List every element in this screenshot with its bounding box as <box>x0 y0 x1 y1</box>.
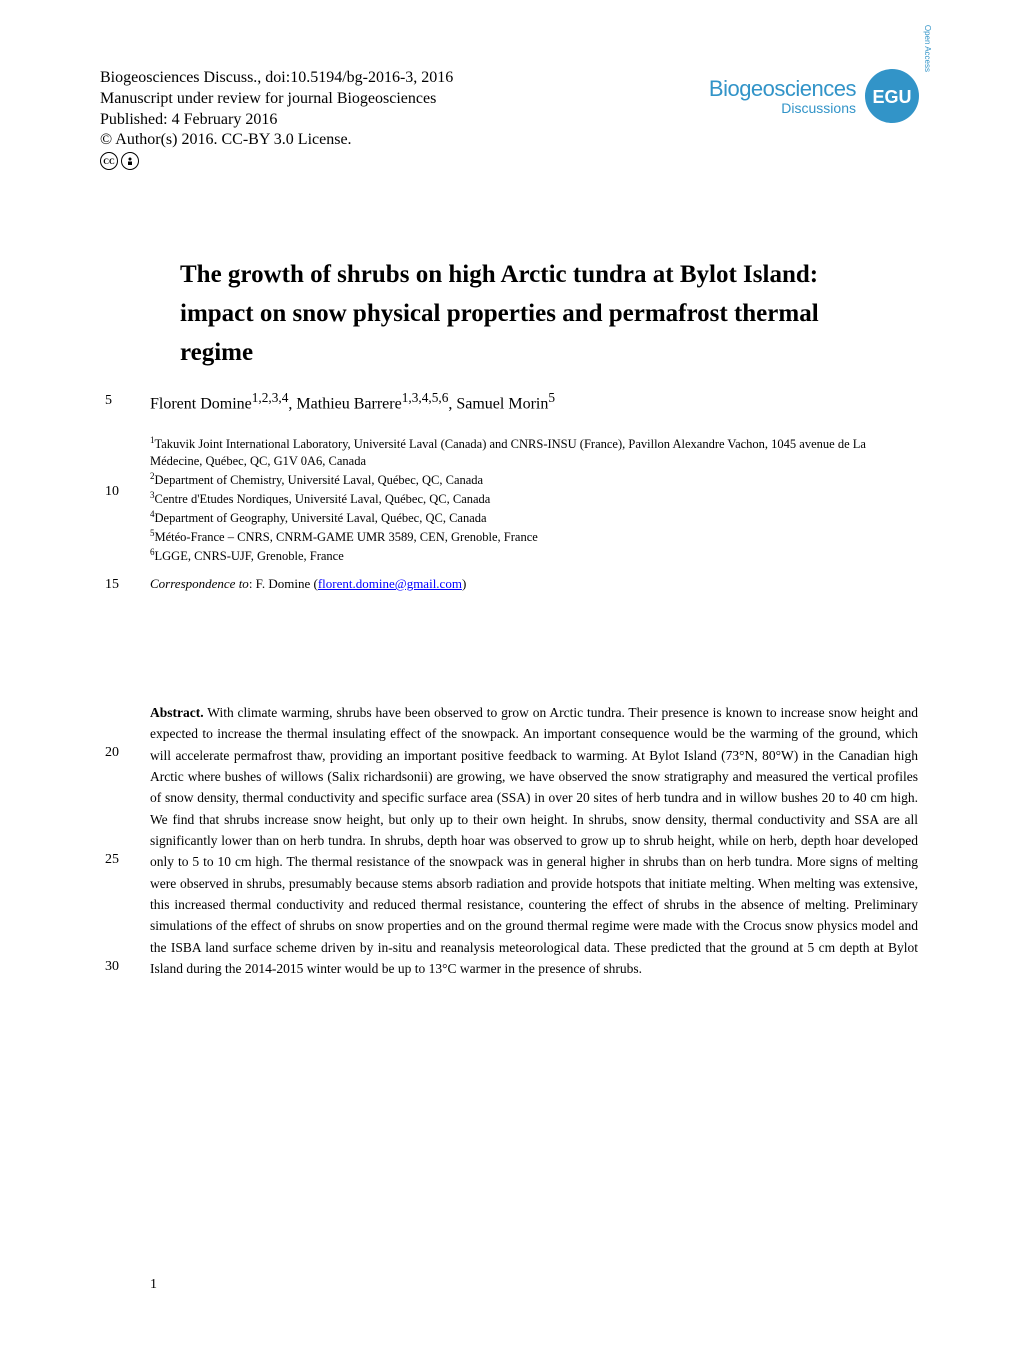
abstract-text: With climate warming, shrubs have been o… <box>150 705 918 976</box>
author-1: Florent Domine <box>150 395 252 412</box>
affiliation-6: 6LGGE, CNRS-UJF, Grenoble, France <box>150 546 920 565</box>
affiliation-3: 3Centre d'Etudes Nordiques, Université L… <box>150 489 920 508</box>
journal-name: Biogeosciences <box>709 76 856 102</box>
correspondence-email-link[interactable]: florent.domine@gmail.com <box>318 576 462 591</box>
line-number-15: 15 <box>105 577 119 593</box>
egu-acronym: EGU <box>872 87 911 107</box>
header-section: Biogeosciences Discuss., doi:10.5194/bg-… <box>100 68 920 151</box>
page-number: 1 <box>150 1277 157 1293</box>
correspondence-section: Correspondence to: F. Domine (florent.do… <box>150 576 466 592</box>
affiliation-5: 5Météo-France – CNRS, CNRM-GAME UMR 3589… <box>150 527 920 546</box>
by-icon <box>121 152 139 170</box>
affiliation-2: 2Department of Chemistry, Université Lav… <box>150 470 920 489</box>
correspondence-close: ) <box>462 576 466 591</box>
line-number-30: 30 <box>105 959 119 975</box>
affiliation-4: 4Department of Geography, Université Lav… <box>150 508 920 527</box>
author-3: , Samuel Morin <box>448 395 548 412</box>
correspondence-label: Correspondence to <box>150 576 249 591</box>
author-3-affiliations: 5 <box>548 390 555 405</box>
authors-section: Florent Domine1,2,3,4, Mathieu Barrere1,… <box>150 390 880 413</box>
cc-icon: CC <box>100 152 118 170</box>
affiliation-1: 1Takuvik Joint International Laboratory,… <box>150 434 920 470</box>
line-number-5: 5 <box>105 393 112 409</box>
license-icons: CC <box>100 152 139 170</box>
author-2-affiliations: 1,3,4,5,6 <box>402 390 449 405</box>
abstract-label: Abstract. <box>150 705 204 720</box>
line-number-20: 20 <box>105 745 119 761</box>
title-section: The growth of shrubs on high Arctic tund… <box>180 256 880 372</box>
line-number-25: 25 <box>105 852 119 868</box>
paper-title: The growth of shrubs on high Arctic tund… <box>180 256 880 372</box>
open-access-label: Open Access <box>923 25 932 72</box>
affiliations-section: 1Takuvik Joint International Laboratory,… <box>150 434 920 565</box>
egu-logo-icon: EGU <box>864 68 920 124</box>
copyright-line: © Author(s) 2016. CC-BY 3.0 License. <box>100 130 920 151</box>
author-1-affiliations: 1,2,3,4 <box>252 390 289 405</box>
correspondence-name: : F. Domine ( <box>249 576 318 591</box>
journal-branding: Biogeosciences Discussions EGU Open Acce… <box>709 68 920 124</box>
journal-logo-text: Biogeosciences Discussions <box>709 76 856 116</box>
journal-subtitle: Discussions <box>709 100 856 116</box>
author-2: , Mathieu Barrere <box>288 395 401 412</box>
line-number-10: 10 <box>105 484 119 500</box>
abstract-section: Abstract. With climate warming, shrubs h… <box>150 702 918 979</box>
person-icon <box>125 156 135 166</box>
